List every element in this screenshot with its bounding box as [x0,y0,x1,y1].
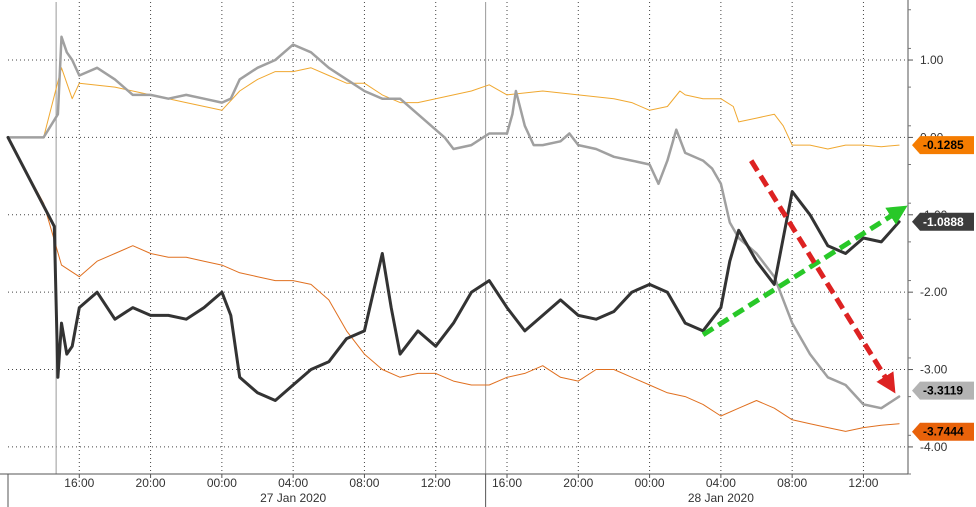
axes [0,0,913,507]
badge-value: -1.0888 [923,215,964,229]
x-tick-label: 20:00 [136,476,166,490]
x-tick-label: 16:00 [492,476,522,490]
series-line-2 [6,35,901,410]
x-tick-label: 08:00 [349,476,379,490]
last-value-badges: -0.1285 -3.3119 -3.7444 -1.0888 [912,136,974,441]
badge-4: -1.0888 [912,212,974,231]
badge-shape [912,212,974,231]
badge-shape [912,381,974,400]
series-line-4 [6,135,901,402]
x-tick-label: 00:00 [635,476,665,490]
badge-shape [912,136,974,155]
badge-value: -0.1285 [923,138,964,152]
x-tick-label: 20:00 [563,476,593,490]
x-tick-label: 12:00 [421,476,451,490]
trend-arrows [701,159,908,394]
x-tick-label: 00:00 [207,476,237,490]
x-tick-label: 12:00 [848,476,878,490]
date-label: 27 Jan 2020 [260,491,326,505]
grid-lines [8,2,908,474]
badge-3: -3.7444 [912,422,974,441]
date-label: 28 Jan 2020 [688,491,754,505]
green-trend-arrow [701,205,908,337]
badge-value: -3.7444 [923,425,964,439]
y-tick-label: 1.00 [920,53,944,67]
y-tick-label: -3.00 [920,363,948,377]
badge-shape [912,422,974,441]
series-lines [6,35,901,432]
series-line-3 [7,136,900,432]
x-tick-label: 16:00 [64,476,94,490]
x-tick-label: 08:00 [777,476,807,490]
badge-value: -3.3119 [923,384,963,398]
tick-labels: 1.000.00-1.00-2.00-3.00-4.0016:0020:0000… [64,53,947,505]
y-tick-label: -2.00 [920,285,948,299]
x-tick-label: 04:00 [706,476,736,490]
y-tick-label: -4.00 [920,440,948,454]
series-line-1 [7,67,900,150]
red-trend-arrow [749,159,896,394]
badge-1: -0.1285 [912,136,974,155]
badge-2: -3.3119 [912,381,974,400]
x-tick-label: 04:00 [278,476,308,490]
